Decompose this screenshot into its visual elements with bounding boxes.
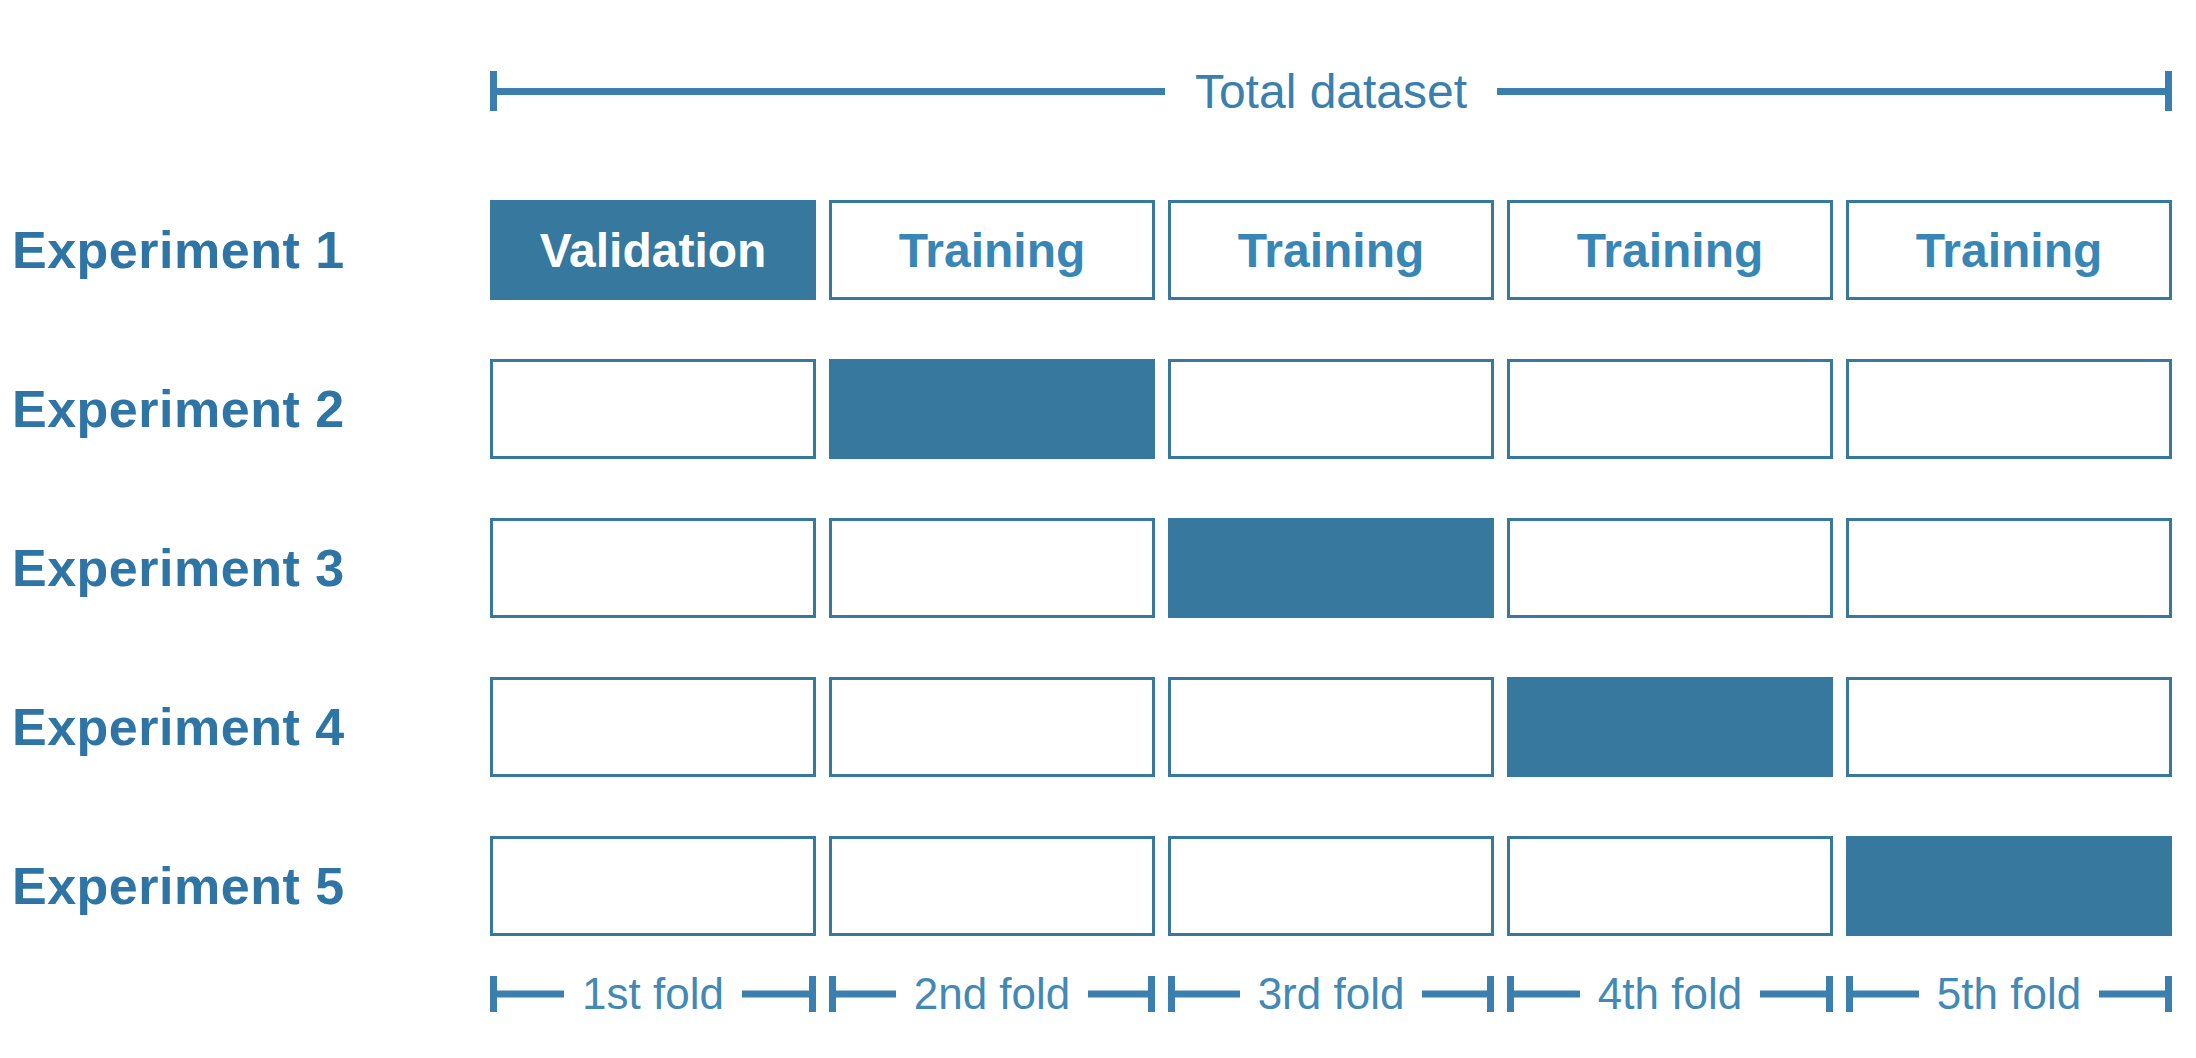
fold-box — [490, 518, 816, 618]
fold-bracket-left-icon — [1168, 976, 1240, 1012]
experiment-row: Experiment 4 — [12, 677, 2172, 777]
fold-bracket-right-icon — [742, 976, 816, 1012]
fold-box — [1507, 518, 1833, 618]
fold-bracket-right-icon — [1760, 976, 1833, 1012]
fold-bracket-right-icon — [2099, 976, 2172, 1012]
experiment-row: Experiment 2 — [12, 359, 2172, 459]
fold-box — [1507, 359, 1833, 459]
fold-box: Training — [1507, 200, 1833, 300]
fold-bracket-left-icon — [1507, 976, 1580, 1012]
fold-boxes — [490, 677, 2172, 777]
fold-box: Training — [1168, 200, 1494, 300]
fold-box — [1168, 359, 1494, 459]
bracket-inner: Total dataset — [490, 64, 2172, 119]
fold-box — [1507, 836, 1833, 936]
fold-box — [1168, 518, 1494, 618]
fold-label: 1st fold — [582, 969, 724, 1019]
fold-label: 5th fold — [1937, 969, 2081, 1019]
fold-label-group: 3rd fold — [1168, 966, 1494, 1022]
fold-box: Training — [1846, 200, 2172, 300]
bracket-line-right — [1497, 88, 2165, 95]
bracket-line-left — [497, 88, 1165, 95]
fold-box-label: Validation — [540, 223, 767, 278]
fold-axis: 1st fold 2nd fold 3rd fold 4th fold 5th — [12, 966, 2172, 1022]
fold-axis-spacer — [12, 966, 490, 1022]
fold-label-group: 1st fold — [490, 966, 816, 1022]
fold-cells: 1st fold 2nd fold 3rd fold 4th fold 5th — [490, 966, 2172, 1022]
fold-label: 4th fold — [1598, 969, 1742, 1019]
fold-box — [490, 359, 816, 459]
fold-box: Training — [829, 200, 1155, 300]
fold-label-group: 5th fold — [1846, 966, 2172, 1022]
fold-box: Validation — [490, 200, 816, 300]
fold-box-label: Training — [1577, 223, 1764, 278]
fold-label-group: 2nd fold — [829, 966, 1155, 1022]
experiment-label: Experiment 4 — [12, 677, 490, 777]
fold-box — [1846, 836, 2172, 936]
experiment-rows: Experiment 1 Validation Training Trainin… — [12, 200, 2172, 936]
experiment-label: Experiment 1 — [12, 200, 490, 300]
fold-bracket-left-icon — [490, 976, 564, 1012]
fold-box — [490, 677, 816, 777]
fold-boxes — [490, 359, 2172, 459]
fold-boxes: Validation Training Training Training Tr… — [490, 200, 2172, 300]
experiment-label: Experiment 5 — [12, 836, 490, 936]
fold-label: 2nd fold — [914, 969, 1071, 1019]
fold-box-label: Training — [1238, 223, 1425, 278]
fold-boxes — [490, 836, 2172, 936]
bracket-tick-right-icon — [2165, 71, 2172, 111]
fold-box — [1168, 677, 1494, 777]
fold-box-label: Training — [1916, 223, 2103, 278]
fold-label: 3rd fold — [1258, 969, 1405, 1019]
fold-bracket-right-icon — [1422, 976, 1494, 1012]
fold-box-label: Training — [899, 223, 1086, 278]
fold-box — [829, 836, 1155, 936]
kfold-cross-validation-diagram: Total dataset Experiment 1 Validation Tr… — [0, 62, 2196, 1058]
fold-box — [1846, 677, 2172, 777]
experiment-row: Experiment 1 Validation Training Trainin… — [12, 200, 2172, 300]
experiment-row: Experiment 5 — [12, 836, 2172, 936]
fold-label-group: 4th fold — [1507, 966, 1833, 1022]
fold-box — [829, 518, 1155, 618]
fold-bracket-right-icon — [1088, 976, 1155, 1012]
fold-bracket-left-icon — [829, 976, 896, 1012]
bracket-tick-left-icon — [490, 71, 497, 111]
fold-box — [1846, 359, 2172, 459]
total-dataset-bracket: Total dataset — [12, 62, 2172, 120]
fold-boxes — [490, 518, 2172, 618]
fold-box — [829, 677, 1155, 777]
fold-box — [1168, 836, 1494, 936]
fold-box — [1507, 677, 1833, 777]
fold-bracket-left-icon — [1846, 976, 1919, 1012]
experiment-row: Experiment 3 — [12, 518, 2172, 618]
experiment-label: Experiment 3 — [12, 518, 490, 618]
experiment-label: Experiment 2 — [12, 359, 490, 459]
fold-box — [829, 359, 1155, 459]
fold-box — [490, 836, 816, 936]
total-dataset-label: Total dataset — [1195, 64, 1467, 119]
fold-box — [1846, 518, 2172, 618]
